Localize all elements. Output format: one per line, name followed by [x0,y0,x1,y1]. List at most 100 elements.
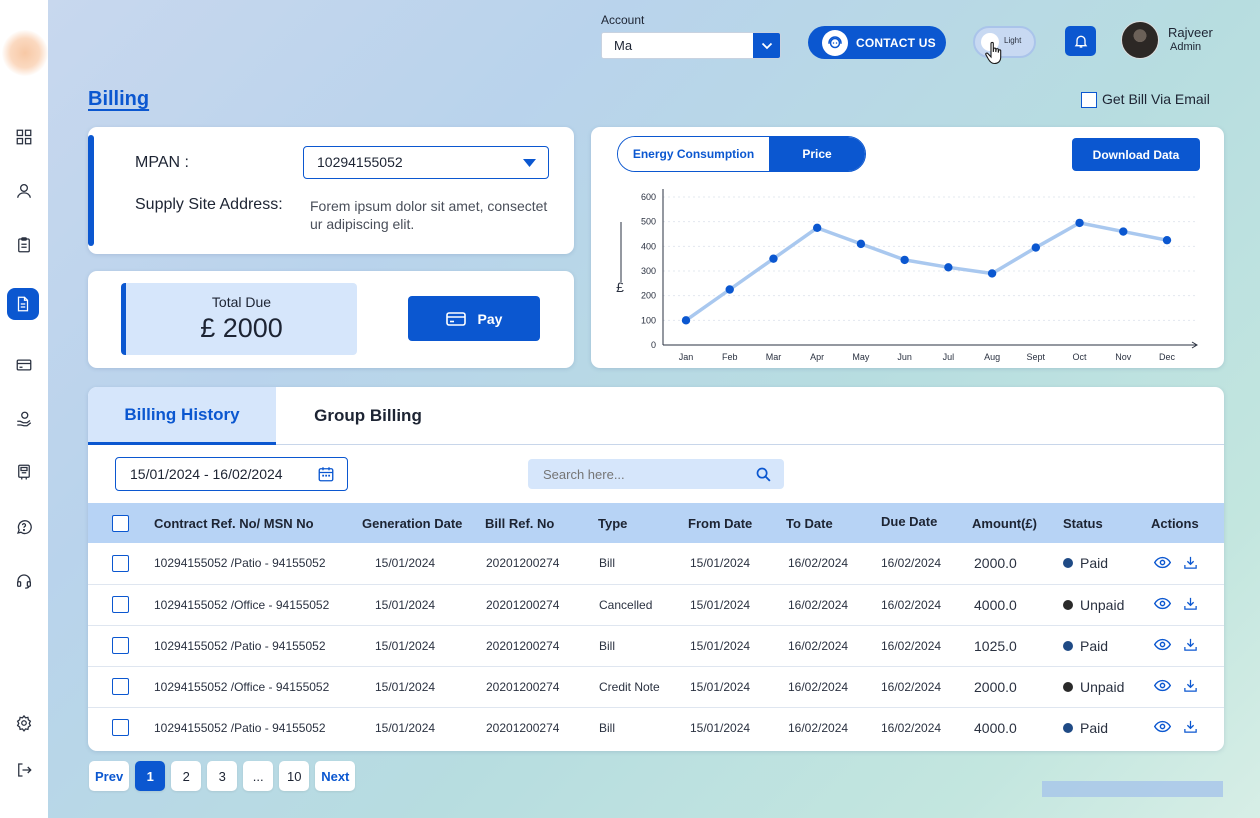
caret-down-icon [523,159,536,167]
notifications-button[interactable] [1065,26,1096,56]
x-tick-label: Feb [722,352,738,362]
type-cell: Bill [599,720,616,735]
table-row[interactable]: 10294155052 /Patio - 94155052 15/01/2024 2… [88,543,1224,584]
date-range-picker[interactable]: 15/01/2024 - 16/02/2024 [115,457,348,491]
chart-mode-toggle[interactable]: Energy Consumption Price [617,136,866,172]
download-icon[interactable] [1183,596,1198,611]
generation-date-cell: 15/01/2024 [375,720,436,735]
row-checkbox[interactable] [112,637,129,654]
user-icon[interactable] [8,175,40,207]
x-tick-label: Nov [1115,352,1132,362]
type-cell: Bill [599,638,616,653]
due-date-cell: 16/02/2024 [881,679,942,694]
table-row[interactable]: 10294155052 /Office - 94155052 15/01/2024… [88,666,1224,707]
amount-cell: 4000.0 [974,719,1017,736]
page-button-10[interactable]: 10 [279,761,310,791]
status-dot [1063,640,1073,651]
tab-price[interactable]: Price [769,137,865,171]
view-eye-icon[interactable] [1154,679,1171,692]
download-icon[interactable] [1183,678,1198,693]
billing-document-icon[interactable] [7,288,39,320]
view-eye-icon[interactable] [1154,720,1171,733]
y-tick-label: 300 [641,266,656,276]
help-icon[interactable] [8,511,40,543]
contract-cell: 10294155052 /Patio - 94155052 [154,556,326,571]
total-due-card: Total Due £ 2000 Pay [88,271,574,368]
mpan-select[interactable]: 10294155052 [303,146,549,179]
page-button-2[interactable]: 2 [171,761,202,791]
download-icon[interactable] [1183,637,1198,652]
card-icon [445,311,466,326]
contact-us-button[interactable]: CONTACT US [808,26,946,59]
download-icon[interactable] [1183,719,1198,734]
select-all-checkbox[interactable] [112,514,129,532]
contact-us-label: CONTACT US [856,35,936,50]
account-field[interactable] [601,32,781,59]
type-cell: Credit Note [599,679,660,694]
tab-billing-history[interactable]: Billing History [88,387,276,445]
email-bill-label[interactable]: Get Bill Via Email [1102,91,1210,107]
hand-coin-icon[interactable] [8,403,40,435]
view-eye-icon[interactable] [1154,638,1171,651]
amount-cell: 2000.0 [974,555,1017,572]
search-box[interactable] [528,459,784,489]
headset-icon[interactable] [8,565,40,597]
table-row[interactable]: 10294155052 /Patio - 94155052 15/01/2024 2… [88,707,1224,748]
chevron-down-icon [761,42,772,49]
avatar[interactable] [1121,21,1159,59]
y-tick-label: 0 [651,340,656,350]
account-input[interactable] [602,33,754,58]
due-date-cell: 16/02/2024 [881,720,942,735]
page-button-3[interactable]: 3 [207,761,238,791]
row-checkbox[interactable] [112,719,129,737]
status-text: Unpaid [1080,678,1125,695]
y-tick-label: 400 [641,241,656,251]
row-checkbox[interactable] [112,596,129,613]
prev-page-button[interactable]: Prev [89,761,130,791]
data-point [1162,235,1172,245]
supply-card: MPAN : 10294155052 Supply Site Address: … [88,127,574,254]
tab-group-billing[interactable]: Group Billing [314,406,422,425]
page-button-1[interactable]: 1 [135,761,166,791]
status-dot [1063,599,1073,610]
view-eye-icon[interactable] [1154,597,1171,610]
bill-ref-cell: 20201200274 [486,679,560,694]
pay-label: Pay [477,310,503,327]
logout-icon[interactable] [8,754,40,786]
x-tick-label: Dec [1159,352,1176,362]
table-row[interactable]: 10294155052 /Patio - 94155052 15/01/2024 2… [88,625,1224,666]
x-tick-label: Sept [1027,352,1046,362]
row-checkbox[interactable] [112,678,129,695]
toggle-knob [981,33,999,51]
search-icon[interactable] [755,466,772,483]
status-text: Paid [1080,637,1109,654]
next-page-button[interactable]: Next [315,761,356,791]
credit-card-icon[interactable] [8,349,40,381]
tab-energy-consumption[interactable]: Energy Consumption [618,137,769,171]
email-bill-checkbox[interactable] [1081,92,1097,108]
data-point [1075,218,1084,228]
data-point [900,255,909,265]
calendar-icon [318,467,334,482]
meter-icon[interactable] [8,456,40,488]
download-data-button[interactable]: Download Data [1072,138,1200,171]
view-eye-icon[interactable] [1154,556,1171,569]
dashboard-icon[interactable] [8,121,40,153]
pay-button[interactable]: Pay [408,296,540,341]
bill-ref-cell: 20201200274 [486,597,560,612]
account-dropdown-button[interactable] [753,33,780,58]
page-ellipsis: ... [243,761,274,791]
contract-cell: 10294155052 /Office - 94155052 [154,597,330,612]
row-checkbox[interactable] [112,554,129,572]
search-input[interactable] [528,459,748,489]
col-from-date: From Date [688,515,753,531]
data-point [856,239,866,249]
col-type: Type [598,515,628,531]
download-icon[interactable] [1183,555,1198,570]
clipboard-icon[interactable] [8,229,40,261]
settings-icon[interactable] [8,707,40,739]
theme-toggle[interactable]: Light [973,26,1036,58]
pagination: Prev 1 2 3 ... 10 Next [89,761,356,791]
mpan-value: 10294155052 [317,154,403,170]
table-row[interactable]: 10294155052 /Office - 94155052 15/01/2024… [88,584,1224,625]
